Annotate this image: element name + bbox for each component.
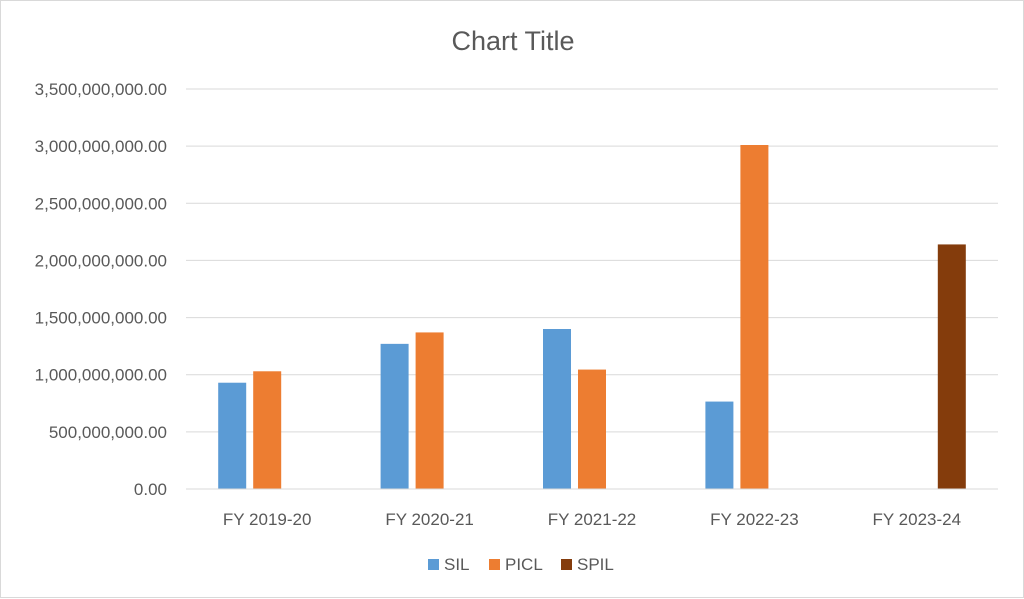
y-axis: 0.00 500,000,000.00 1,000,000,000.00 1,500,…	[35, 80, 167, 499]
y-tick-label: 1,500,000,000.00	[35, 309, 167, 328]
y-tick-label: 2,000,000,000.00	[35, 251, 167, 270]
bar-sil-3	[705, 401, 734, 489]
y-tick-label: 3,500,000,000.00	[35, 80, 167, 99]
bar-picl-0	[253, 371, 282, 489]
legend: SIL PICL SPIL	[428, 555, 614, 574]
bar-spil-4	[937, 244, 966, 489]
x-tick-label: FY 2023-24	[873, 510, 962, 529]
legend-label-sil: SIL	[444, 555, 470, 574]
legend-swatch-picl	[489, 559, 500, 570]
y-tick-label: 3,000,000,000.00	[35, 137, 167, 156]
x-tick-label: FY 2019-20	[223, 510, 312, 529]
chart-title: Chart Title	[451, 26, 574, 56]
x-tick-label: FY 2022-23	[710, 510, 799, 529]
y-tick-label: 1,000,000,000.00	[35, 366, 167, 385]
legend-swatch-spil	[561, 559, 572, 570]
bar-picl-2	[578, 369, 606, 489]
bar-sil-1	[380, 343, 409, 489]
bar-sil-2	[543, 329, 571, 489]
x-axis: FY 2019-20 FY 2020-21 FY 2021-22 FY 2022-23…	[186, 488, 998, 529]
legend-label-spil: SPIL	[577, 555, 614, 574]
bar-picl-3	[740, 145, 769, 489]
y-tick-label: 2,500,000,000.00	[35, 194, 167, 213]
bar-sil-0	[218, 382, 247, 489]
bar-picl-1	[415, 332, 444, 489]
x-tick-label: FY 2021-22	[548, 510, 637, 529]
legend-swatch-sil	[428, 559, 439, 570]
y-tick-label: 500,000,000.00	[49, 423, 167, 442]
bars	[218, 145, 966, 489]
y-tick-label: 0.00	[134, 480, 167, 499]
x-tick-label: FY 2020-21	[385, 510, 474, 529]
legend-label-picl: PICL	[505, 555, 543, 574]
